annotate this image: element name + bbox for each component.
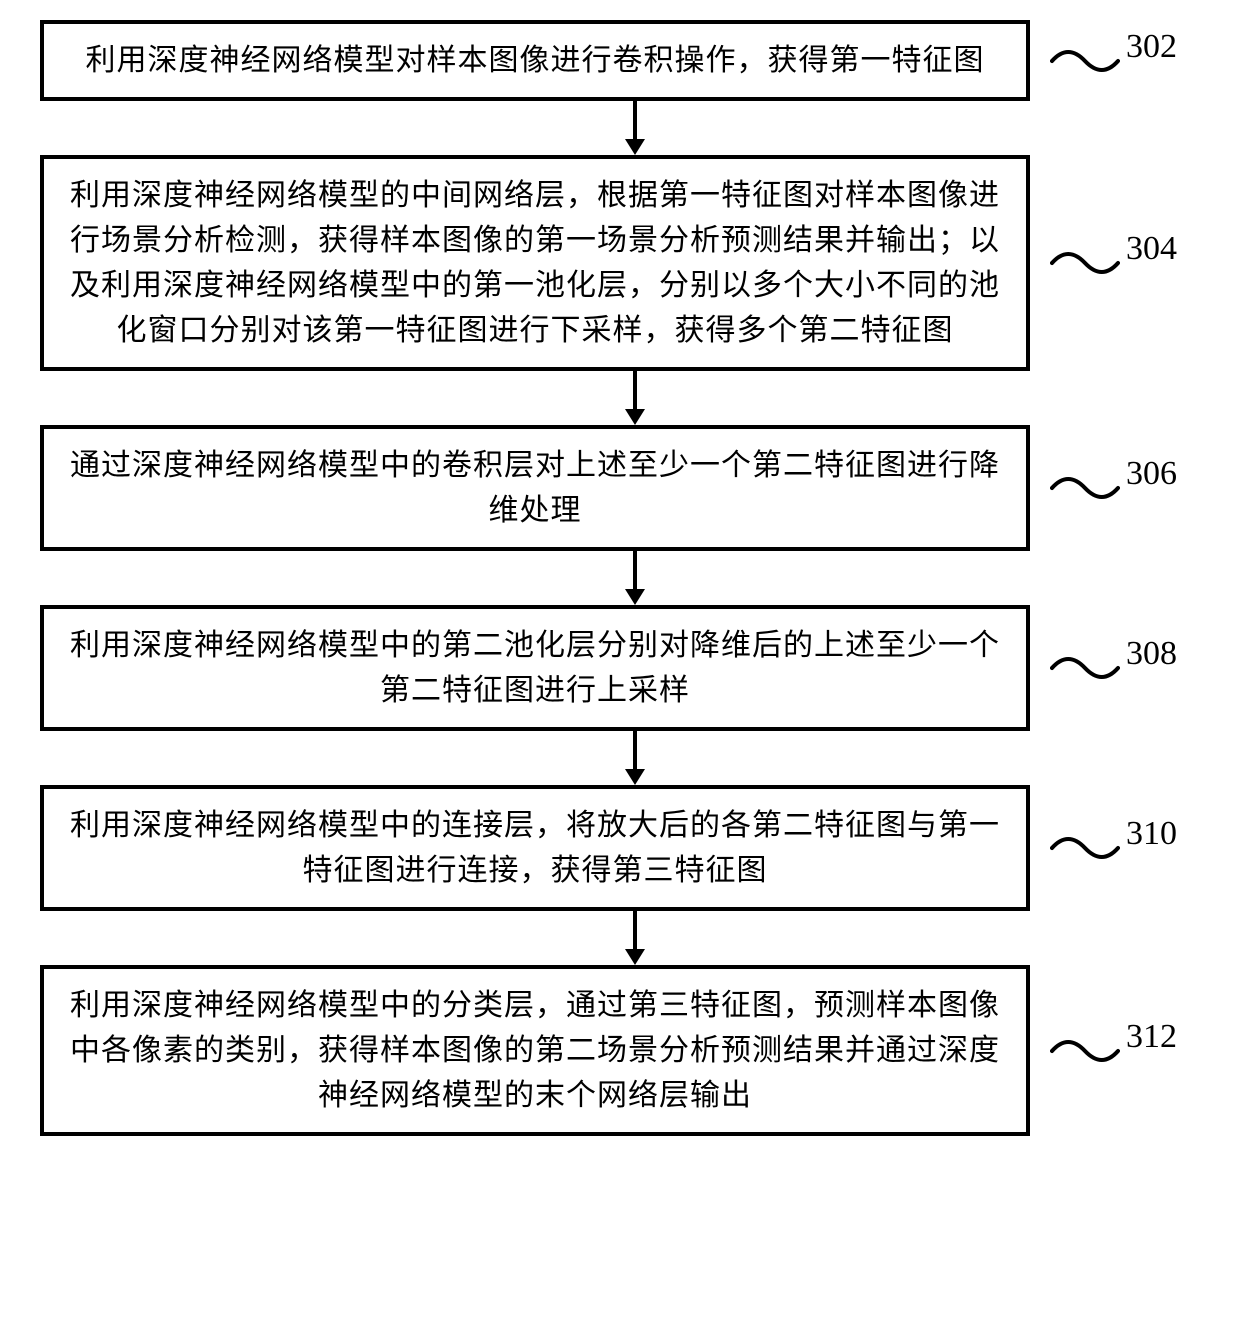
step-number: 306 xyxy=(1126,455,1177,493)
flowchart-step-box: 利用深度神经网络模型中的连接层，将放大后的各第二特征图与第一特征图进行连接，获得… xyxy=(40,785,1030,911)
arrow-connector xyxy=(140,101,1130,155)
lead-line-squiggle xyxy=(1050,648,1120,688)
arrow-down xyxy=(615,911,655,965)
lead-line-squiggle xyxy=(1050,468,1120,508)
lead-line-squiggle xyxy=(1050,41,1120,81)
step-number: 312 xyxy=(1126,1018,1177,1056)
flowchart-container: 利用深度神经网络模型对样本图像进行卷积操作，获得第一特征图 302 利用深度神经… xyxy=(10,20,1230,1136)
step-text: 通过深度神经网络模型中的卷积层对上述至少一个第二特征图进行降维处理 xyxy=(68,443,1002,533)
lead-line-squiggle xyxy=(1050,1031,1120,1071)
flowchart-step-row: 利用深度神经网络模型中的分类层，通过第三特征图，预测样本图像中各像素的类别，获得… xyxy=(10,965,1230,1136)
flowchart-step-row: 利用深度神经网络模型的中间网络层，根据第一特征图对样本图像进行场景分析检测，获得… xyxy=(10,155,1230,371)
arrow-connector xyxy=(140,911,1130,965)
step-label-column: 308 xyxy=(1030,648,1177,688)
step-text: 利用深度神经网络模型的中间网络层，根据第一特征图对样本图像进行场景分析检测，获得… xyxy=(68,173,1002,353)
flowchart-step-box: 利用深度神经网络模型中的分类层，通过第三特征图，预测样本图像中各像素的类别，获得… xyxy=(40,965,1030,1136)
step-number: 302 xyxy=(1126,28,1177,66)
flowchart-step-box: 利用深度神经网络模型对样本图像进行卷积操作，获得第一特征图 xyxy=(40,20,1030,101)
arrow-down xyxy=(615,371,655,425)
arrow-down xyxy=(615,731,655,785)
flowchart-step-row: 利用深度神经网络模型中的第二池化层分别对降维后的上述至少一个第二特征图进行上采样… xyxy=(10,605,1230,731)
lead-line-squiggle xyxy=(1050,828,1120,868)
arrow-down xyxy=(615,551,655,605)
flowchart-step-row: 通过深度神经网络模型中的卷积层对上述至少一个第二特征图进行降维处理 306 xyxy=(10,425,1230,551)
arrow-connector xyxy=(140,371,1130,425)
step-label-column: 310 xyxy=(1030,828,1177,868)
flowchart-step-row: 利用深度神经网络模型中的连接层，将放大后的各第二特征图与第一特征图进行连接，获得… xyxy=(10,785,1230,911)
flowchart-step-row: 利用深度神经网络模型对样本图像进行卷积操作，获得第一特征图 302 xyxy=(10,20,1230,101)
step-label-column: 312 xyxy=(1030,1031,1177,1071)
step-text: 利用深度神经网络模型中的连接层，将放大后的各第二特征图与第一特征图进行连接，获得… xyxy=(68,803,1002,893)
step-label-column: 304 xyxy=(1030,243,1177,283)
arrow-connector xyxy=(140,731,1130,785)
step-text: 利用深度神经网络模型中的分类层，通过第三特征图，预测样本图像中各像素的类别，获得… xyxy=(68,983,1002,1118)
lead-line-squiggle xyxy=(1050,243,1120,283)
step-number: 308 xyxy=(1126,635,1177,673)
arrow-down xyxy=(615,101,655,155)
step-label-column: 302 xyxy=(1030,41,1177,81)
flowchart-step-box: 利用深度神经网络模型中的第二池化层分别对降维后的上述至少一个第二特征图进行上采样 xyxy=(40,605,1030,731)
step-label-column: 306 xyxy=(1030,468,1177,508)
flowchart-step-box: 利用深度神经网络模型的中间网络层，根据第一特征图对样本图像进行场景分析检测，获得… xyxy=(40,155,1030,371)
step-text: 利用深度神经网络模型中的第二池化层分别对降维后的上述至少一个第二特征图进行上采样 xyxy=(68,623,1002,713)
flowchart-step-box: 通过深度神经网络模型中的卷积层对上述至少一个第二特征图进行降维处理 xyxy=(40,425,1030,551)
step-number: 304 xyxy=(1126,230,1177,268)
step-number: 310 xyxy=(1126,815,1177,853)
arrow-connector xyxy=(140,551,1130,605)
step-text: 利用深度神经网络模型对样本图像进行卷积操作，获得第一特征图 xyxy=(86,38,985,83)
